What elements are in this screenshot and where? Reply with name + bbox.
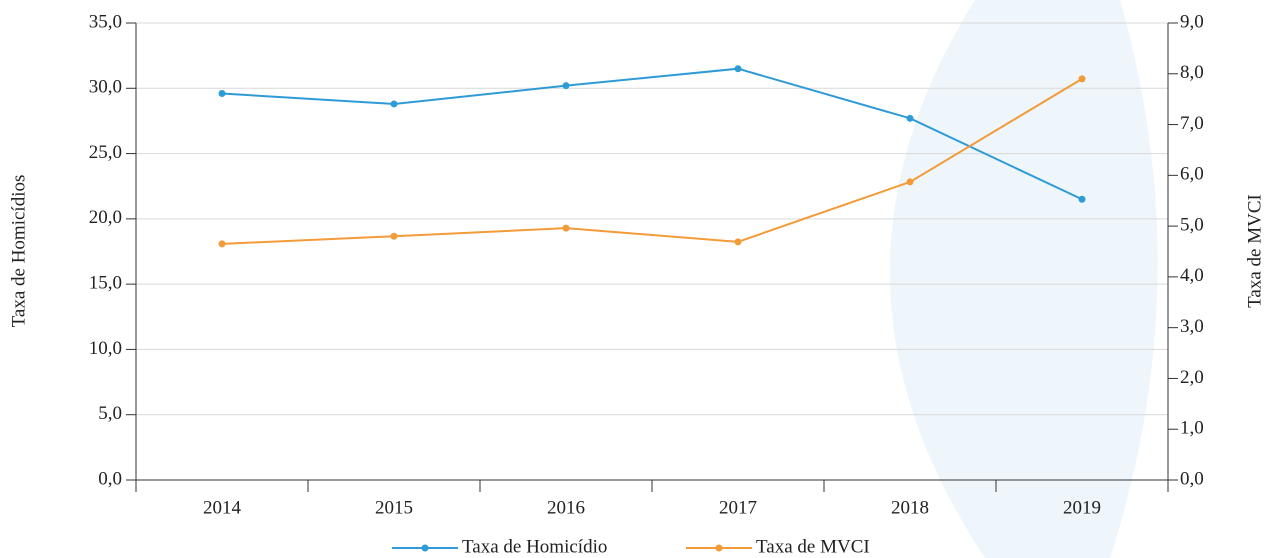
x-tick-label: 2014 [203, 497, 242, 518]
legend-marker [715, 544, 723, 552]
series-point [562, 224, 570, 232]
series-point [1078, 195, 1086, 203]
series-point [218, 90, 226, 98]
y-tick-label: 15,0 [89, 273, 122, 294]
x-tick-label: 2017 [719, 497, 757, 518]
y-tick-label: 20,0 [89, 207, 122, 228]
y2-tick-label: 6,0 [1180, 164, 1204, 185]
y2-tick-label: 1,0 [1180, 418, 1204, 439]
series-line [221, 77, 1083, 245]
y2-axis-label: Taxa de MVCI [1244, 194, 1265, 308]
y-tick-label: 5,0 [98, 403, 122, 424]
y2-tick-label: 4,0 [1180, 265, 1204, 286]
y2-tick-label: 5,0 [1180, 214, 1204, 235]
legend-label: Taxa de MVCI [756, 536, 870, 557]
x-tick-label: 2016 [547, 497, 585, 518]
series-point [734, 238, 742, 246]
y-tick-label: 25,0 [89, 142, 122, 163]
series-point [906, 114, 914, 122]
series-point [1078, 75, 1086, 83]
series-point [906, 178, 914, 186]
series-point [218, 240, 226, 248]
series-point [390, 100, 398, 108]
series-point [390, 232, 398, 240]
y2-tick-label: 9,0 [1180, 11, 1204, 32]
y2-tick-label: 7,0 [1180, 113, 1204, 134]
series-point [562, 82, 570, 90]
legend-marker [421, 544, 429, 552]
y-tick-label: 35,0 [89, 11, 122, 32]
y-tick-label: 0,0 [98, 468, 122, 489]
x-tick-label: 2019 [1063, 497, 1101, 518]
y2-tick-label: 8,0 [1180, 62, 1204, 83]
background-arc [889, 0, 1158, 558]
y-tick-label: 10,0 [89, 338, 122, 359]
legend-label: Taxa de Homicídio [462, 536, 607, 557]
y-axis-label: Taxa de Homicídios [8, 175, 29, 328]
y2-tick-label: 0,0 [1180, 468, 1204, 489]
y2-tick-label: 2,0 [1180, 367, 1204, 388]
x-tick-label: 2018 [891, 497, 929, 518]
x-tick-label: 2015 [375, 497, 413, 518]
series-line [221, 67, 1083, 201]
y2-tick-label: 3,0 [1180, 316, 1204, 337]
y-tick-label: 30,0 [89, 77, 122, 98]
series-point [734, 65, 742, 73]
